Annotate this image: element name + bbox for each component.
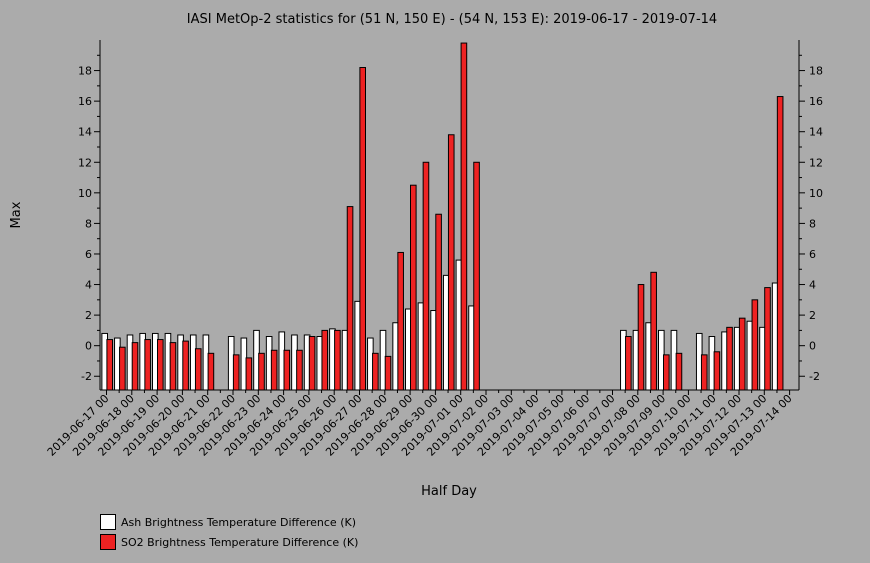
bar-so2 xyxy=(283,349,291,391)
bar-so2 xyxy=(308,336,316,391)
y-tick-label-left: 18 xyxy=(78,65,92,78)
bar-so2 xyxy=(119,346,126,391)
legend: Ash Brightness Temperature Difference (K… xyxy=(100,512,358,552)
bar-so2 xyxy=(334,329,341,391)
y-tick-label-right: 4 xyxy=(809,279,816,292)
bar-so2 xyxy=(410,184,417,391)
bar-so2 xyxy=(637,284,645,391)
y-tick-label-left: 6 xyxy=(85,248,92,261)
bar-so2 xyxy=(232,354,240,391)
y-tick-label-right: 14 xyxy=(809,126,823,139)
bar-so2 xyxy=(258,352,265,391)
bar-so2 xyxy=(106,339,114,391)
bar-so2 xyxy=(663,354,670,391)
bar-so2 xyxy=(650,271,657,391)
bar-so2 xyxy=(270,349,278,391)
x-axis-label: Half Day xyxy=(421,484,477,499)
y-tick-label-left: 2 xyxy=(85,309,92,322)
bar-so2 xyxy=(182,340,189,391)
bar-so2 xyxy=(726,326,733,391)
bar-so2 xyxy=(435,213,442,391)
legend-swatch-so2 xyxy=(100,534,116,550)
y-axis-label: Max xyxy=(9,201,24,228)
legend-label-ash: Ash Brightness Temperature Difference (K… xyxy=(121,515,356,529)
legend-label-so2: SO2 Brightness Temperature Difference (K… xyxy=(121,535,359,549)
bar-so2 xyxy=(296,349,303,391)
y-tick-label-right: 12 xyxy=(809,156,823,169)
chart-title: IASI MetOp-2 statistics for (51 N, 150 E… xyxy=(187,12,717,27)
bar-so2 xyxy=(764,287,771,391)
y-tick-label-left: 12 xyxy=(78,156,92,169)
bar-so2 xyxy=(447,134,455,391)
y-tick-label-right: 8 xyxy=(809,217,816,230)
y-tick-label-right: 6 xyxy=(809,248,816,261)
y-tick-label-left: -2 xyxy=(81,370,92,383)
bar-so2 xyxy=(473,161,480,391)
bar-so2 xyxy=(675,352,683,391)
bar-so2 xyxy=(700,354,708,391)
y-tick-label-left: 10 xyxy=(78,187,92,200)
legend-swatch-ash xyxy=(100,514,116,530)
bar-so2 xyxy=(422,161,430,391)
bar-so2 xyxy=(738,317,746,391)
bar-so2 xyxy=(245,357,253,391)
y-tick-label-left: 16 xyxy=(78,95,92,108)
y-tick-label-left: 4 xyxy=(85,279,92,292)
y-tick-label-left: 8 xyxy=(85,217,92,230)
bar-so2 xyxy=(713,351,721,391)
y-tick-label-right: 16 xyxy=(809,95,823,108)
y-tick-label-right: 0 xyxy=(809,340,816,353)
y-tick-label-right: 18 xyxy=(809,65,823,78)
bar-so2 xyxy=(321,329,329,391)
bar-so2 xyxy=(144,339,151,391)
bar-so2 xyxy=(625,336,632,391)
y-tick-label-left: 14 xyxy=(78,126,92,139)
y-tick-label-right: 10 xyxy=(809,187,823,200)
bar-so2 xyxy=(157,339,164,391)
bar-so2 xyxy=(776,96,784,391)
bar-so2 xyxy=(131,342,139,391)
bar-so2 xyxy=(346,206,354,391)
bar-so2 xyxy=(384,355,392,391)
bar-so2 xyxy=(460,42,468,391)
legend-item-ash: Ash Brightness Temperature Difference (K… xyxy=(100,512,358,532)
bar-so2 xyxy=(397,251,404,391)
y-tick-label-left: 0 xyxy=(85,340,92,353)
y-tick-label-right: 2 xyxy=(809,309,816,322)
bar-so2 xyxy=(169,342,177,391)
y-tick-label-right: -2 xyxy=(809,370,820,383)
bar-so2 xyxy=(359,67,366,391)
bar-so2 xyxy=(372,352,379,391)
bar-so2 xyxy=(207,352,215,391)
legend-item-so2: SO2 Brightness Temperature Difference (K… xyxy=(100,532,358,552)
bar-so2 xyxy=(751,299,759,391)
bar-so2 xyxy=(194,348,202,391)
